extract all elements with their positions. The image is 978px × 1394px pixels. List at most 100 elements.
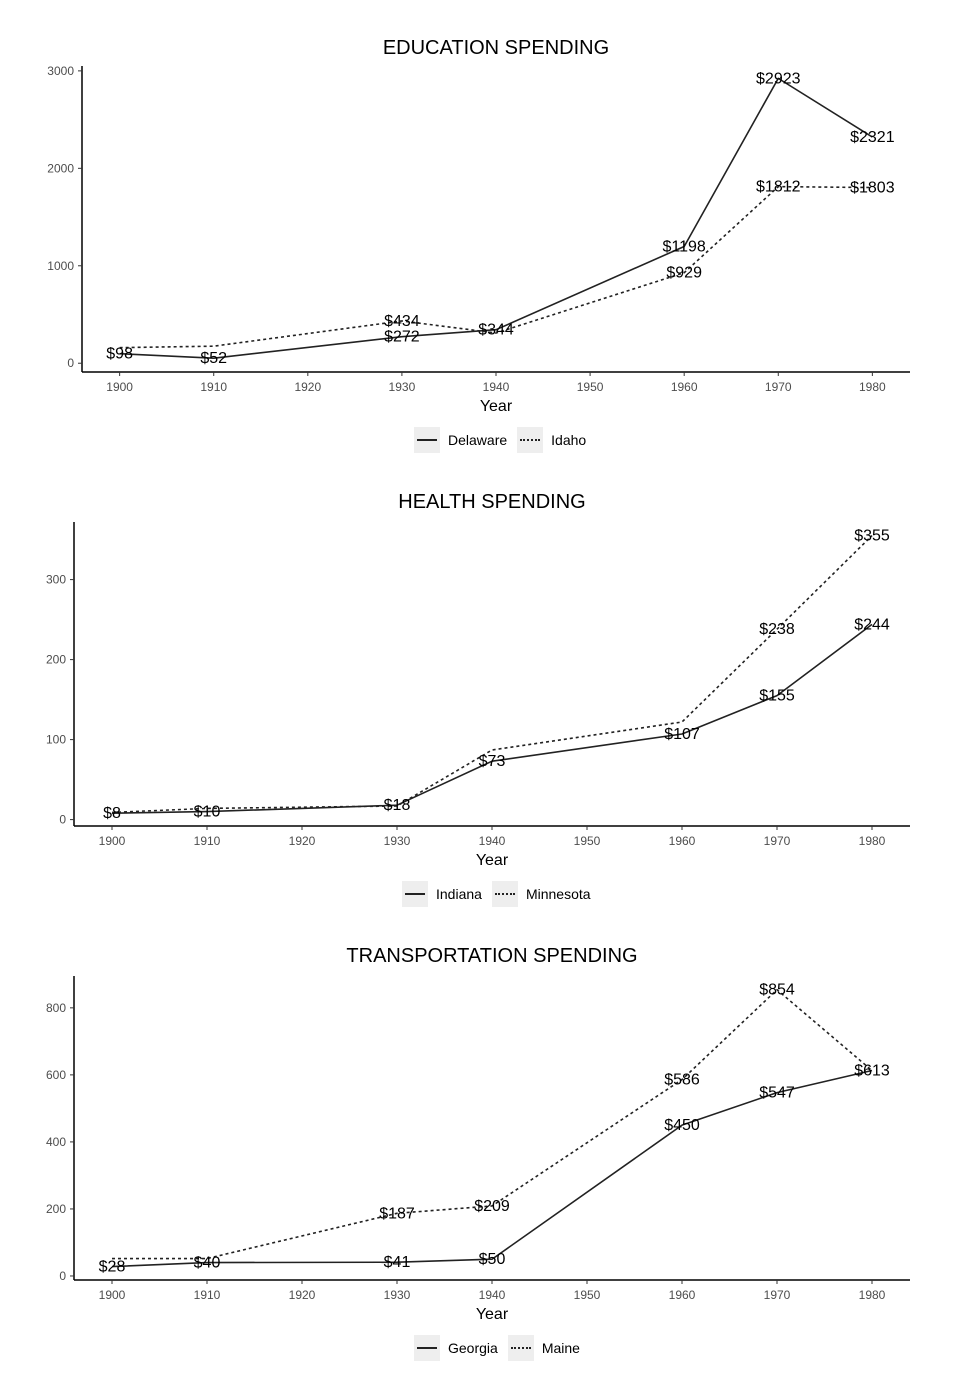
transportation-legend: Georgia Maine	[414, 1335, 580, 1361]
legend-item-indiana: Indiana	[402, 881, 482, 907]
x-tick-label: 1940	[483, 380, 510, 394]
series-line-delaware	[119, 77, 873, 359]
data-label: $434	[384, 313, 420, 330]
y-tick-label: 400	[46, 1135, 66, 1149]
data-label: $272	[384, 329, 420, 346]
education-chart-panel: EDUCATION SPENDING 0 1000 2000 3000 1900 1910 1…	[0, 0, 978, 454]
x-tick-label: 1900	[99, 1288, 126, 1302]
data-label: $586	[664, 1072, 700, 1089]
data-label: $187	[379, 1205, 415, 1222]
health-chart-title: HEALTH SPENDING	[398, 491, 585, 513]
legend-key-swatch	[414, 1335, 440, 1361]
x-tick-label: 1940	[479, 1288, 506, 1302]
y-tick-label: 300	[46, 573, 66, 587]
x-tick-label: 1920	[289, 1288, 316, 1302]
data-label: $28	[99, 1259, 126, 1276]
health-chart-panel: HEALTH SPENDING 0 100 200 300 1900 1910 1920 193…	[0, 454, 978, 908]
x-tick-label: 1980	[859, 380, 886, 394]
data-label: $8	[103, 805, 121, 822]
education-legend: Delaware Idaho	[414, 427, 586, 453]
data-label: $40	[194, 1255, 221, 1272]
education-chart-title: EDUCATION SPENDING	[383, 37, 609, 59]
legend-item-maine: Maine	[507, 1335, 580, 1361]
y-tick-label: 3000	[47, 64, 74, 78]
series-line-georgia	[111, 1069, 873, 1268]
y-tick-label: 800	[46, 1001, 66, 1015]
data-label: $929	[666, 265, 702, 282]
y-tick-label: 100	[46, 733, 66, 747]
data-label: $2923	[756, 70, 801, 87]
x-tick-label: 1960	[669, 834, 696, 848]
data-label: $355	[854, 528, 890, 545]
legend-label: Idaho	[551, 432, 587, 448]
y-tick-label: 200	[46, 653, 66, 667]
legend-label: Delaware	[448, 432, 508, 448]
health-legend: Indiana Minnesota	[402, 881, 591, 907]
x-tick-label: 1950	[574, 1288, 601, 1302]
data-label: $2321	[850, 129, 895, 146]
x-tick-label: 1980	[859, 1288, 886, 1302]
data-label: $98	[106, 346, 133, 363]
x-tick-label: 1910	[194, 834, 221, 848]
x-tick-label: 1950	[574, 834, 601, 848]
data-label: $1812	[756, 179, 801, 196]
data-label: $854	[759, 982, 795, 999]
data-label: $50	[479, 1251, 506, 1268]
data-label: $107	[664, 726, 700, 743]
education-x-axis-title: Year	[480, 398, 513, 415]
x-tick-label: 1960	[671, 380, 698, 394]
data-label: $244	[854, 616, 890, 633]
x-tick-label: 1970	[764, 1288, 791, 1302]
x-tick-label: 1930	[384, 1288, 411, 1302]
transportation-chart-svg: TRANSPORTATION SPENDING 0 200 400 600 800 1900…	[46, 945, 910, 1323]
data-label: $52	[200, 350, 227, 367]
data-label: $547	[759, 1085, 795, 1102]
x-tick-label: 1970	[765, 380, 792, 394]
data-label: $10	[194, 804, 221, 821]
series-line-maine	[112, 988, 873, 1260]
transportation-x-axis-title: Year	[476, 1306, 509, 1323]
y-tick-label: 0	[67, 356, 74, 370]
transportation-chart-title: TRANSPORTATION SPENDING	[346, 945, 637, 967]
x-tick-label: 1950	[577, 380, 604, 394]
y-tick-label: 0	[59, 1269, 66, 1283]
x-tick-label: 1970	[764, 834, 791, 848]
health-x-axis-title: Year	[476, 852, 509, 869]
legend-item-georgia: Georgia	[414, 1335, 498, 1361]
x-tick-label: 1900	[106, 380, 133, 394]
x-tick-label: 1920	[289, 834, 316, 848]
x-tick-label: 1910	[194, 1288, 221, 1302]
health-chart-svg: HEALTH SPENDING 0 100 200 300 1900 1910 1920 193…	[46, 491, 910, 869]
x-tick-label: 1980	[859, 834, 886, 848]
transportation-chart-panel: TRANSPORTATION SPENDING 0 200 400 600 800 1900…	[0, 908, 978, 1362]
series-line-minnesota	[111, 535, 873, 814]
legend-item-idaho: Idaho	[517, 427, 586, 453]
x-tick-label: 1910	[200, 380, 227, 394]
x-tick-label: 1900	[99, 834, 126, 848]
data-label: $450	[664, 1117, 700, 1134]
legend-item-delaware: Delaware	[414, 427, 507, 453]
x-tick-label: 1940	[479, 834, 506, 848]
y-tick-label: 600	[46, 1068, 66, 1082]
x-tick-label: 1930	[389, 380, 416, 394]
x-tick-label: 1960	[669, 1288, 696, 1302]
data-label: $155	[759, 688, 795, 705]
education-chart-svg: EDUCATION SPENDING 0 1000 2000 3000 1900 1910 1…	[47, 37, 910, 415]
charts-container: EDUCATION SPENDING 0 1000 2000 3000 1900 1910 1…	[0, 0, 978, 1362]
legend-label: Maine	[541, 1340, 580, 1356]
data-label: $209	[474, 1198, 510, 1215]
data-label: $18	[384, 797, 411, 814]
legend-item-minnesota: Minnesota	[491, 881, 591, 907]
data-label: $73	[479, 753, 506, 770]
legend-key-swatch	[517, 427, 544, 453]
y-tick-label: 2000	[47, 161, 74, 175]
data-label: $344	[478, 322, 514, 339]
y-tick-label: 0	[59, 813, 66, 827]
data-label: $41	[384, 1254, 411, 1271]
legend-key-swatch	[402, 881, 428, 907]
legend-key-swatch	[491, 881, 518, 907]
series-line-indiana	[111, 623, 873, 814]
data-label: $238	[759, 621, 795, 638]
y-tick-label: 1000	[47, 259, 74, 273]
series-line-idaho	[119, 185, 873, 349]
